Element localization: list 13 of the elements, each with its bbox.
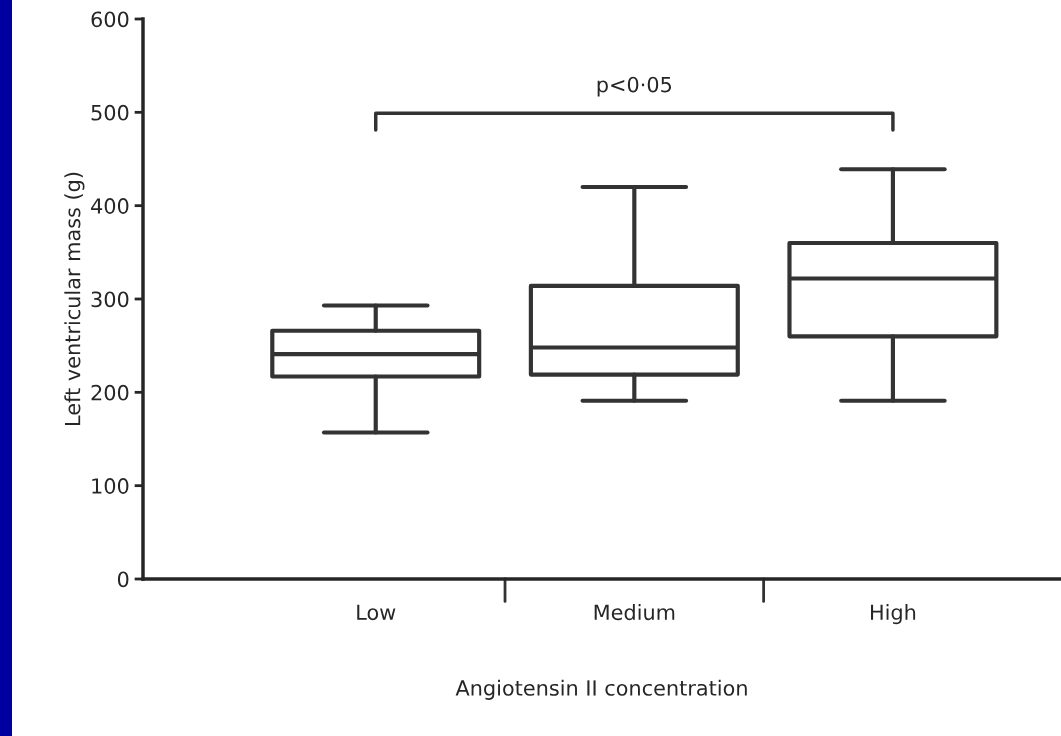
x-tick-label: Low <box>357 604 396 621</box>
y-tick-label: 300 <box>91 291 129 308</box>
x-tick-label: High <box>871 604 916 625</box>
y-tick-label: 200 <box>91 384 129 401</box>
y-axis-title: Left ventricular mass (g) <box>64 172 85 425</box>
x-axis-title: Angiotensin II concentration <box>455 679 747 700</box>
x-tick-label: Medium <box>594 604 675 621</box>
y-tick-label: 0 <box>117 571 129 588</box>
y-tick-label: 400 <box>91 198 129 214</box>
annotation: p<0·05 <box>597 76 672 97</box>
y-tick-label: 100 <box>92 478 129 494</box>
y-tick-label: 600 <box>91 11 129 28</box>
y-tick-label: 500 <box>91 104 129 121</box>
